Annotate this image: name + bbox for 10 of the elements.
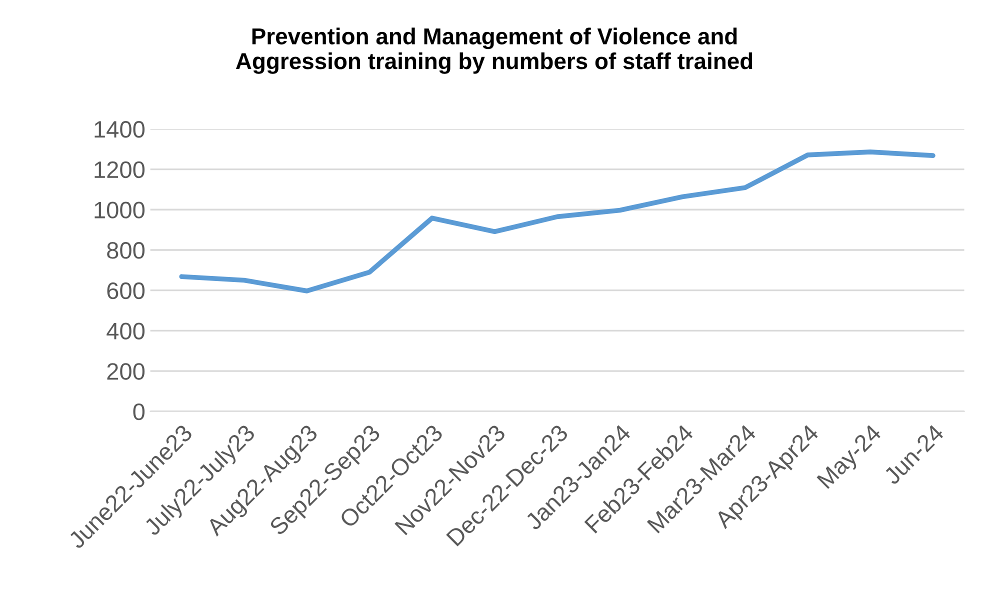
chart-title: Prevention and Management of Violence and Aggression training by numbers of staff trained [236, 28, 752, 74]
y-tick-label: 1200 [94, 161, 145, 178]
y-tick-label: 1000 [94, 202, 145, 218]
y-tick-label: 600 [107, 282, 145, 300]
y-tick-label: 800 [107, 242, 145, 259]
y-tick-label: 400 [106, 322, 145, 340]
y-tick-label: 0 [133, 403, 145, 420]
line-series [179, 150, 936, 294]
y-tick-label: 200 [107, 363, 145, 380]
y-tick-label: 1400 [94, 121, 145, 138]
